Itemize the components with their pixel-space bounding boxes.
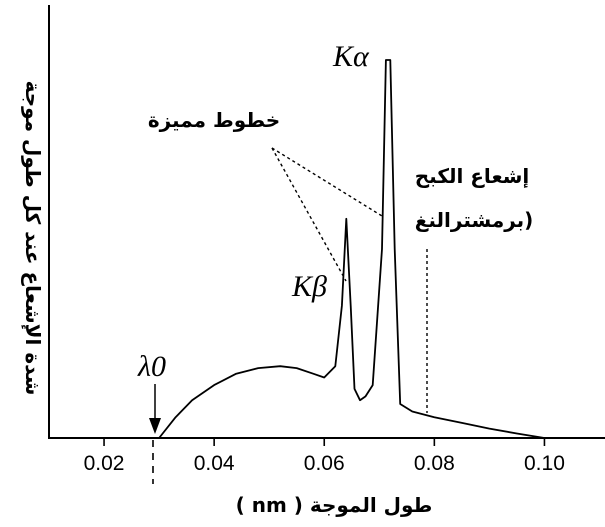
bremsstrahlung-label: إشعاع الكبح bbox=[415, 164, 530, 188]
pointer-to-k-alpha bbox=[271, 147, 383, 217]
x-tick-label: 0.02 bbox=[84, 452, 125, 475]
k-beta-label: Kβ bbox=[291, 270, 327, 303]
x-tick-label: 0.04 bbox=[194, 452, 235, 475]
y-axis-title: شدة الإشعاع عند كل طول موجة bbox=[21, 81, 45, 396]
k-alpha-label: Kα bbox=[332, 40, 370, 73]
x-tick-label: 0.08 bbox=[414, 452, 455, 475]
x-axis-title: طول الموجة ( nm ) bbox=[236, 493, 433, 517]
x-ticks: 0.02 0.04 0.06 0.08 0.10 bbox=[84, 438, 565, 475]
x-tick-label: 0.06 bbox=[304, 452, 345, 475]
lambda0-label: λ0 bbox=[137, 350, 166, 383]
spectrum-curve bbox=[158, 59, 545, 439]
bremsstrahlung-label-2: (برمشترالنغ bbox=[415, 208, 534, 232]
lambda0-arrow-head bbox=[149, 418, 161, 434]
pointer-to-k-beta bbox=[271, 147, 347, 282]
x-tick-label: 0.10 bbox=[524, 452, 565, 475]
characteristic-lines-label: خطوط مميزة bbox=[148, 108, 280, 132]
